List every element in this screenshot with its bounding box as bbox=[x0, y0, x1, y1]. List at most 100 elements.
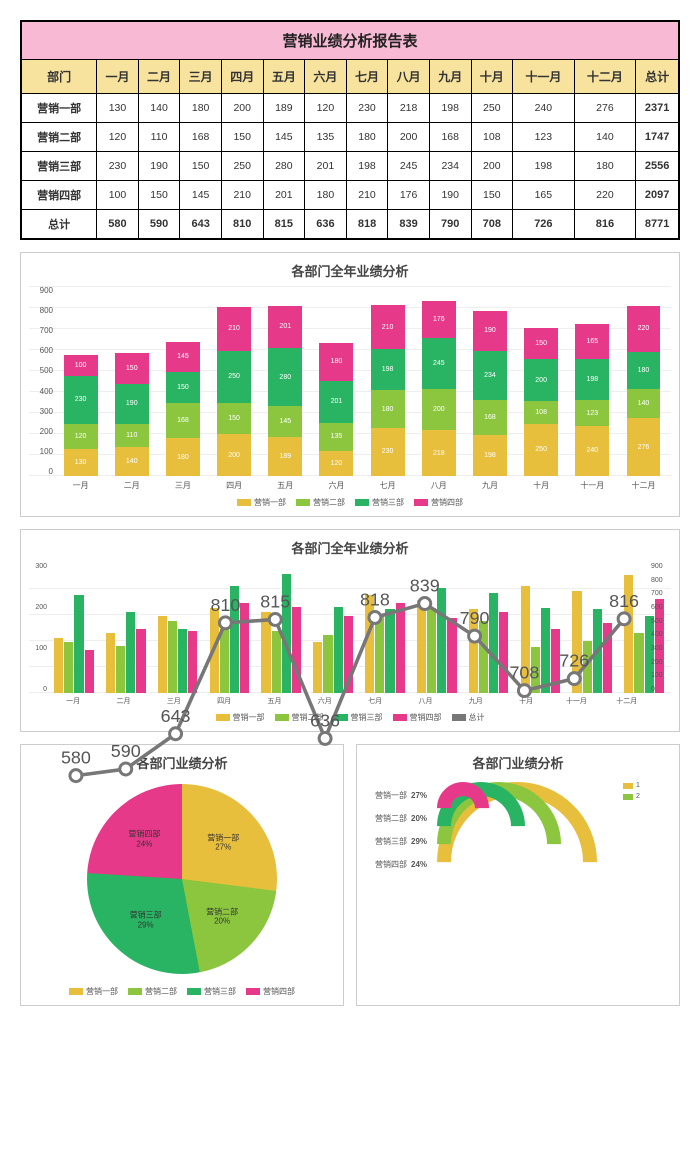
xaxis-label: 九月 bbox=[454, 696, 498, 706]
grouped-bar bbox=[178, 629, 187, 693]
table-row: 营销二部120110168150145135180200168108123140… bbox=[21, 123, 679, 152]
bar-segment: 230 bbox=[64, 376, 98, 424]
stacked-bar-legend: 营销一部营销二部营销三部营销四部 bbox=[29, 497, 671, 508]
grouped-bar bbox=[116, 646, 125, 693]
xaxis-label: 五月 bbox=[252, 696, 296, 706]
footer-value: 708 bbox=[471, 210, 513, 240]
xaxis-label: 八月 bbox=[403, 696, 447, 706]
pie-legend: 营销一部营销二部营销三部营销四部 bbox=[29, 986, 335, 997]
bar-segment: 200 bbox=[524, 359, 558, 401]
xaxis-label: 九月 bbox=[466, 480, 513, 491]
grouped-bar bbox=[136, 629, 145, 693]
footer-value: 580 bbox=[97, 210, 139, 240]
value-cell: 230 bbox=[346, 94, 388, 123]
month-header: 八月 bbox=[388, 60, 430, 94]
value-cell: 234 bbox=[429, 152, 471, 181]
footer-value: 726 bbox=[513, 210, 575, 240]
stacked-bar-column: 240123198165 bbox=[569, 324, 616, 476]
value-cell: 140 bbox=[138, 94, 180, 123]
bar-segment: 150 bbox=[166, 372, 200, 403]
bar-segment: 201 bbox=[268, 306, 302, 348]
stacked-bar-column: 250108200150 bbox=[518, 328, 565, 476]
bar-segment: 180 bbox=[166, 438, 200, 476]
bar-segment: 176 bbox=[422, 301, 456, 338]
legend-item: 营销一部 bbox=[237, 497, 286, 508]
xaxis-label: 十一月 bbox=[554, 696, 598, 706]
grouped-bar-legend: 营销一部营销二部营销三部营销四部总计 bbox=[29, 712, 671, 723]
bar-segment: 180 bbox=[319, 343, 353, 381]
bar-segment: 198 bbox=[473, 435, 507, 476]
legend-item: 营销一部 bbox=[216, 712, 265, 723]
xaxis-label: 四月 bbox=[211, 480, 258, 491]
stacked-bar-column: 140110190150 bbox=[108, 353, 155, 476]
legend-item: 总计 bbox=[452, 712, 485, 723]
bar-group bbox=[206, 586, 252, 693]
value-cell: 110 bbox=[138, 123, 180, 152]
grouped-bar bbox=[375, 616, 384, 693]
radial-item-label: 营销四部24% bbox=[375, 859, 427, 870]
grouped-bar bbox=[531, 647, 540, 693]
month-header: 十二月 bbox=[574, 60, 636, 94]
month-header: 七月 bbox=[346, 60, 388, 94]
grouped-bar bbox=[220, 629, 229, 693]
radial-item-label: 营销一部27% bbox=[375, 790, 427, 801]
grouped-bar bbox=[603, 623, 612, 693]
bar-segment: 110 bbox=[115, 424, 149, 447]
grouped-bar bbox=[396, 603, 405, 693]
xaxis-label: 十月 bbox=[518, 480, 565, 491]
xaxis-label: 十二月 bbox=[605, 696, 649, 706]
value-cell: 150 bbox=[221, 123, 263, 152]
legend-item: 营销三部 bbox=[355, 497, 404, 508]
bar-segment: 150 bbox=[217, 403, 251, 434]
bar-segment: 190 bbox=[115, 384, 149, 424]
grouped-bar bbox=[541, 608, 550, 693]
value-cell: 135 bbox=[305, 123, 347, 152]
bar-segment: 200 bbox=[217, 434, 251, 476]
bar-segment: 218 bbox=[422, 430, 456, 476]
row-total-cell: 2097 bbox=[636, 181, 679, 210]
dept-cell: 营销二部 bbox=[21, 123, 97, 152]
bar-segment: 130 bbox=[64, 449, 98, 476]
grouped-bar bbox=[313, 642, 322, 693]
stacked-bar-column: 230180198210 bbox=[364, 305, 411, 476]
bar-segment: 135 bbox=[319, 423, 353, 451]
bar-segment: 120 bbox=[64, 424, 98, 449]
legend-item: 营销三部 bbox=[334, 712, 383, 723]
value-cell: 180 bbox=[305, 181, 347, 210]
grouped-bar bbox=[551, 629, 560, 693]
value-cell: 230 bbox=[97, 152, 139, 181]
value-cell: 220 bbox=[574, 181, 636, 210]
pie-slice-label: 营销二部20% bbox=[206, 907, 238, 926]
bar-segment: 276 bbox=[627, 418, 661, 476]
bar-segment: 250 bbox=[524, 424, 558, 476]
table-row: 营销四部100150145210201180210176190150165220… bbox=[21, 181, 679, 210]
value-cell: 198 bbox=[429, 94, 471, 123]
month-header: 三月 bbox=[180, 60, 222, 94]
value-cell: 190 bbox=[429, 181, 471, 210]
value-cell: 276 bbox=[574, 94, 636, 123]
grouped-bar bbox=[593, 609, 602, 693]
value-cell: 210 bbox=[221, 181, 263, 210]
bar-segment: 210 bbox=[217, 307, 251, 351]
legend-item: 营销二部 bbox=[128, 986, 177, 997]
bar-segment: 250 bbox=[217, 351, 251, 403]
table-row: 营销三部230190150250280201198245234200198180… bbox=[21, 152, 679, 181]
stacked-bar-title: 各部门全年业绩分析 bbox=[29, 261, 671, 280]
grouped-bar-yaxis-left: 0100200300 bbox=[29, 563, 49, 693]
grouped-bar bbox=[334, 607, 343, 693]
value-cell: 198 bbox=[346, 152, 388, 181]
value-cell: 240 bbox=[513, 94, 575, 123]
dept-header: 部门 bbox=[21, 60, 97, 94]
bar-group bbox=[517, 586, 563, 693]
radial-item-label: 营销三部29% bbox=[375, 836, 427, 847]
value-cell: 150 bbox=[138, 181, 180, 210]
value-cell: 145 bbox=[180, 181, 222, 210]
legend-item: 营销二部 bbox=[275, 712, 324, 723]
grouped-bar bbox=[210, 608, 219, 693]
value-cell: 180 bbox=[180, 94, 222, 123]
bar-segment: 150 bbox=[524, 328, 558, 359]
stacked-bar-column: 180168150145 bbox=[159, 342, 206, 476]
bar-group bbox=[155, 616, 201, 693]
grouped-bar bbox=[344, 616, 353, 693]
grouped-bar bbox=[85, 650, 94, 693]
